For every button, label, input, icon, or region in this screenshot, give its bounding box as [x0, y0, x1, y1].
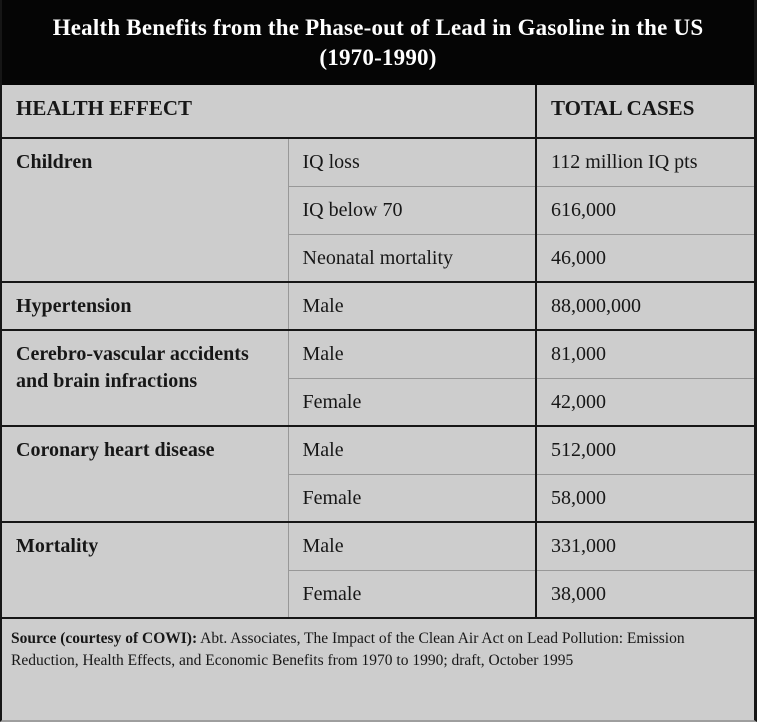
title-line2: (1970-1990) [319, 45, 437, 70]
table-row: Coronary heart disease Male 512,000 [2, 425, 754, 522]
health-effect-group-cell: Coronary heart disease [2, 425, 288, 522]
total-cases-cell: 38,000 [535, 569, 754, 618]
sub-effect-cell: IQ loss [287, 137, 536, 186]
column-header-total-cases: TOTAL CASES [535, 85, 754, 138]
sub-effect-cell: Male [287, 521, 536, 570]
total-cases-cell: 331,000 [535, 521, 754, 570]
source-row: Source (courtesy of COWI): Abt. Associat… [2, 617, 754, 711]
header-row: HEALTH EFFECT TOTAL CASES [2, 85, 754, 138]
sub-effect-cell: Female [287, 569, 536, 618]
total-cases-cell: 58,000 [535, 473, 754, 522]
table-row: Female 38,000 [2, 569, 754, 618]
sub-effect-cell: Male [287, 329, 536, 378]
source-label: Source (courtesy of COWI): [11, 630, 198, 647]
title-line1: Health Benefits from the Phase-out of Le… [52, 15, 704, 40]
sub-effect-cell: Neonatal mortality [287, 233, 536, 282]
total-cases-cell: 112 million IQ pts [535, 137, 754, 186]
sub-effect-cell: Male [287, 425, 536, 474]
health-effect-group-cell: Mortality [2, 521, 288, 618]
health-effect-group-cell: Hypertension [2, 281, 288, 330]
column-header-health-effect: HEALTH EFFECT [16, 96, 193, 120]
total-cases-cell: 81,000 [535, 329, 754, 378]
total-cases-cell: 42,000 [535, 377, 754, 426]
health-benefits-table: HEALTH EFFECT TOTAL CASES Children IQ los… [2, 85, 754, 711]
total-cases-cell: 88,000,000 [535, 281, 754, 330]
total-cases-cell: 616,000 [535, 185, 754, 234]
source-note: Source (courtesy of COWI): Abt. Associat… [2, 617, 754, 711]
table-row: IQ below 70 616,000 [2, 185, 754, 234]
sub-effect-cell: Male [287, 281, 536, 330]
source-text: Abt. Associates, The Impact of the Clean… [11, 630, 685, 669]
health-effect-group-cell: Children [2, 137, 288, 282]
health-effect-group-cell: Cerebro-vascular accidents and brain inf… [2, 329, 288, 426]
total-cases-cell: 46,000 [535, 233, 754, 282]
table-row: Mortality Male 331,000 [2, 521, 754, 618]
table-title: Health Benefits from the Phase-out of Le… [2, 0, 754, 85]
total-cases-cell: 512,000 [535, 425, 754, 474]
table-body: Children IQ loss 112 million IQ pts IQ belo… [2, 137, 754, 618]
sub-effect-cell: Female [287, 473, 536, 522]
sub-effect-cell: Female [287, 377, 536, 426]
table-row: Hypertension Male 88,000,000 [2, 281, 754, 330]
table-row: Female 42,000 [2, 377, 754, 426]
table-row: Children IQ loss 112 million IQ pts [2, 137, 754, 282]
sub-effect-cell: IQ below 70 [287, 185, 536, 234]
table-row: Female 58,000 [2, 473, 754, 522]
table-row: Cerebro-vascular accidents and brain inf… [2, 329, 754, 426]
table-row: Neonatal mortality 46,000 [2, 233, 754, 282]
